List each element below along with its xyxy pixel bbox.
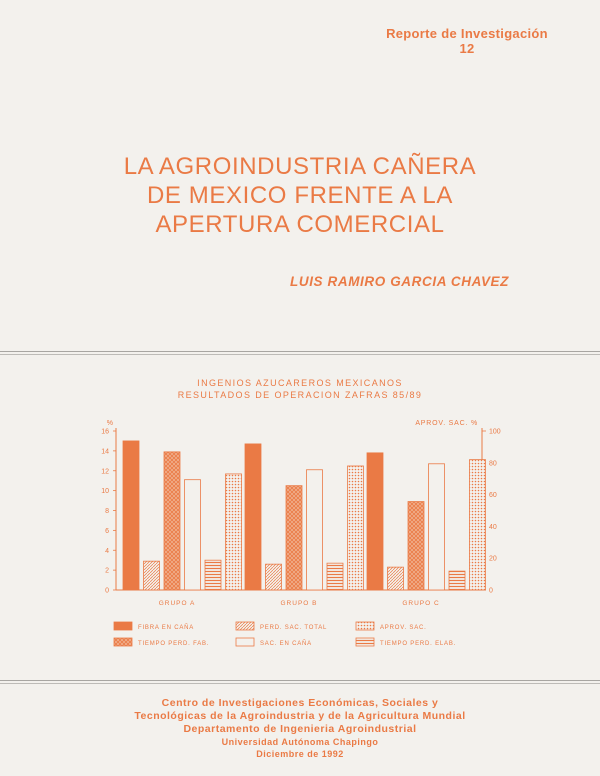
bar-tiempo-perd-elab-grupo-c [448, 570, 466, 591]
footer-line-3: Departamento de Ingenieria Agroindustria… [183, 723, 417, 735]
chart-title: INGENIOS AZUCAREROS MEXICANOS [197, 378, 403, 388]
bar-sac-en-ca-a-grupo-a [184, 479, 201, 591]
title-line-1: LA AGROINDUSTRIA CAÑERA [123, 153, 477, 180]
bar-fibra-en-ca-a-grupo-c [366, 452, 384, 591]
legend-label-perd-sac-total: PERD. SAC. TOTAL [260, 625, 327, 631]
y-left-tick-label: 6 [105, 528, 109, 535]
y-left-tick-label: 12 [101, 468, 109, 475]
y-left-tick-label: 14 [101, 448, 109, 455]
x-tick-label: GRUPO A [159, 600, 196, 607]
footer-line-4: Universidad Autónoma Chapingo [221, 737, 379, 747]
bar-fibra-en-ca-a-grupo-a [122, 440, 140, 591]
footer-line-2: Tecnológicas de la Agroindustria y de la… [134, 710, 466, 722]
y-axis-left-label: % [107, 420, 113, 427]
y-right-tick-label: 100 [489, 429, 501, 436]
bar-perd-sac-total-grupo-b [265, 563, 282, 591]
document-title: LA AGROINDUSTRIA CAÑERA DE MEXICO FRENTE… [70, 152, 530, 239]
bar-aprov-sac-grupo-a [225, 473, 242, 591]
y-left-tick-label: 2 [105, 568, 109, 575]
footer-line-5: Diciembre de 1992 [256, 749, 344, 759]
chart-subtitle: RESULTADOS DE OPERACION ZAFRAS 85/89 [177, 390, 423, 400]
x-tick-label: GRUPO C [402, 600, 439, 607]
legend-label-fibra-en-ca-a: FIBRA EN CAÑA [138, 624, 194, 631]
bar-perd-sac-total-grupo-a [143, 560, 160, 591]
bar-aprov-sac-grupo-c [469, 459, 486, 591]
report-series: Reporte de Investigación [386, 26, 548, 41]
legend-swatch-fibra-en-ca-a [113, 621, 133, 631]
y-axis-right-label: APROV. SAC. % [415, 420, 478, 427]
legend-label-tiempo-perd-fab: TIEMPO PERD. FAB. [138, 641, 209, 647]
top-divider-secondary [0, 354, 600, 355]
bar-aprov-sac-grupo-b [347, 465, 364, 591]
legend-swatch-tiempo-perd-fab [113, 637, 133, 647]
bottom-divider [0, 680, 600, 681]
y-left-tick-label: 16 [101, 429, 109, 436]
legend-label-tiempo-perd-elab: TIEMPO PERD. ELAB. [380, 641, 456, 647]
author-name: LUIS RAMIRO GARCIA CHAVEZ [290, 274, 509, 289]
y-right-tick-label: 80 [489, 460, 497, 467]
y-right-tick-label: 20 [489, 556, 497, 563]
footer-institution: Centro de Investigaciones Económicas, So… [60, 697, 540, 760]
y-right-tick-label: 0 [489, 588, 493, 595]
report-label: Reporte de Investigación 12 [360, 26, 574, 56]
report-number: 12 [459, 41, 475, 56]
y-left-tick-label: 4 [105, 548, 109, 555]
legend-swatch-perd-sac-total [235, 621, 255, 631]
bar-sac-en-ca-a-grupo-b [306, 469, 323, 591]
bar-sac-en-ca-a-grupo-c [428, 463, 445, 591]
bar-tiempo-perd-fab-grupo-a [163, 451, 181, 591]
y-right-tick-label: 60 [489, 492, 497, 499]
bar-tiempo-perd-elab-grupo-a [204, 559, 222, 591]
chart-heading: INGENIOS AZUCAREROS MEXICANOS RESULTADOS… [100, 377, 500, 401]
bar-fibra-en-ca-a-grupo-b [244, 443, 262, 591]
bar-tiempo-perd-fab-grupo-b [285, 485, 303, 591]
y-left-tick-label: 10 [101, 488, 109, 495]
x-tick-label: GRUPO B [281, 600, 318, 607]
title-line-2: DE MEXICO FRENTE A LA [146, 182, 453, 209]
bar-tiempo-perd-elab-grupo-b [326, 562, 344, 591]
y-right-tick-label: 40 [489, 524, 497, 531]
footer-line-1: Centro de Investigaciones Económicas, So… [161, 697, 439, 709]
bar-perd-sac-total-grupo-c [387, 566, 404, 591]
y-left-tick-label: 8 [105, 508, 109, 515]
legend-label-aprov-sac: APROV. SAC. [380, 625, 427, 631]
legend-swatch-sac-en-ca-a [235, 637, 255, 647]
bar-tiempo-perd-fab-grupo-c [407, 501, 425, 591]
top-divider [0, 351, 600, 352]
legend-label-sac-en-ca-a: SAC. EN CAÑA [260, 640, 312, 647]
bottom-divider-secondary [0, 683, 600, 684]
title-line-3: APERTURA COMERCIAL [155, 211, 445, 238]
y-left-tick-label: 0 [105, 588, 109, 595]
legend-swatch-tiempo-perd-elab [355, 637, 375, 647]
legend-swatch-aprov-sac [355, 621, 375, 631]
